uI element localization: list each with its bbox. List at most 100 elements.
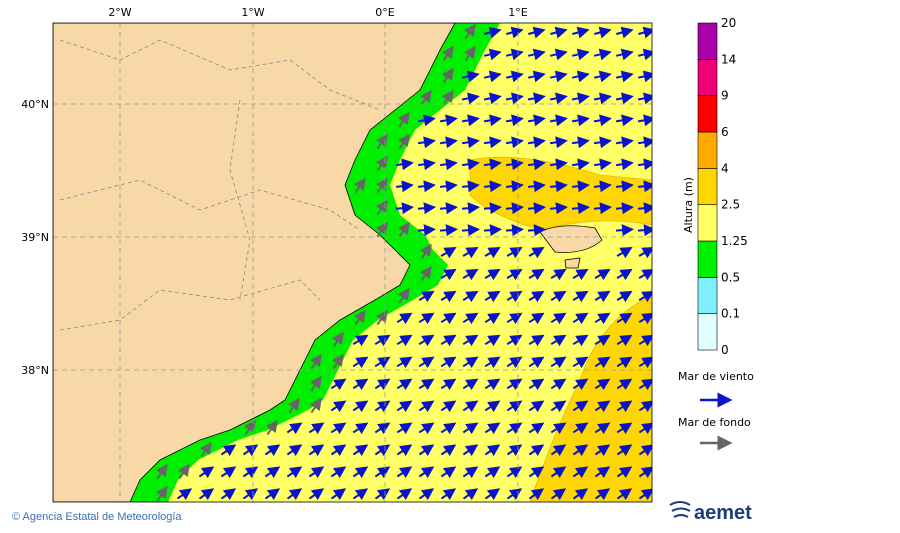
arrow — [593, 158, 612, 171]
arrow — [593, 114, 612, 127]
arrow — [593, 48, 612, 61]
arrow — [461, 136, 480, 149]
arrow — [396, 356, 413, 369]
arrow — [506, 26, 524, 39]
arrow — [638, 268, 652, 281]
arrow — [506, 378, 523, 391]
arrow — [506, 290, 523, 303]
arrow — [549, 114, 568, 127]
arrow — [527, 158, 546, 171]
arrow — [593, 180, 612, 193]
arrow — [506, 422, 523, 435]
arrow — [594, 268, 611, 281]
credit: © Agencia Estatal de Meteorología — [12, 511, 182, 523]
arrow — [395, 158, 414, 171]
arrow — [638, 378, 652, 391]
arrow — [615, 114, 634, 127]
arrow — [463, 23, 476, 40]
arrow — [462, 466, 479, 479]
arrow — [396, 312, 413, 325]
arrow — [527, 114, 546, 127]
arrow — [352, 466, 369, 479]
arrow — [418, 444, 435, 457]
arrow — [374, 488, 391, 501]
arrow — [637, 136, 652, 149]
arrow — [352, 378, 369, 391]
arrow — [638, 422, 652, 435]
lon-labels: 2°W 1°W 0°E 1°E — [108, 6, 527, 19]
arrow — [638, 26, 652, 39]
arrow — [439, 224, 458, 237]
arrow — [177, 463, 190, 480]
arrow — [418, 334, 435, 347]
lat-labels: 40°N 39°N 38°N — [21, 98, 49, 377]
colorbar-label: 9 — [721, 89, 729, 103]
arrow — [527, 48, 546, 61]
arrow — [418, 312, 435, 325]
arrow — [505, 202, 524, 215]
colorbar-label: 2.5 — [721, 198, 740, 212]
arrow — [395, 180, 414, 193]
island — [539, 225, 603, 269]
arrow — [528, 400, 545, 413]
arrow — [461, 158, 480, 171]
arrow — [483, 70, 502, 83]
arrow — [374, 466, 391, 479]
arrow — [528, 312, 545, 325]
arrow — [615, 224, 634, 237]
arrow — [462, 246, 479, 259]
arrow — [638, 466, 652, 479]
arrow — [527, 70, 546, 83]
arrow — [397, 111, 410, 128]
arrow — [439, 136, 458, 149]
arrow — [594, 290, 611, 303]
arrow — [264, 444, 281, 457]
arrow — [572, 290, 589, 303]
colorbar-segment — [697, 277, 718, 314]
lon-label: 0°E — [375, 6, 394, 19]
arrow — [484, 356, 501, 369]
arrow — [330, 422, 347, 435]
arrow — [463, 45, 476, 62]
arrow — [309, 375, 322, 392]
arrow — [484, 422, 501, 435]
arrow — [440, 334, 457, 347]
colorbar-label: 4 — [721, 161, 729, 175]
arrow — [462, 268, 479, 281]
arrow — [396, 378, 413, 391]
arrow — [440, 378, 457, 391]
arrow — [571, 158, 590, 171]
arrow — [594, 488, 611, 501]
arrow — [352, 400, 369, 413]
map-frame — [52, 22, 653, 503]
arrow — [528, 422, 545, 435]
arrow — [417, 158, 436, 171]
colorbar-title: Altura (m) — [682, 177, 695, 233]
arrow — [286, 488, 303, 501]
arrow — [638, 312, 652, 325]
arrow — [264, 466, 281, 479]
colorbar-segment — [697, 168, 718, 205]
arrow — [396, 444, 413, 457]
arrow — [483, 202, 502, 215]
arrow — [616, 356, 633, 369]
arrow — [594, 378, 611, 391]
arrow — [353, 309, 366, 326]
arrow — [461, 114, 480, 127]
lat-label: 39°N — [21, 231, 49, 244]
arrow — [550, 334, 567, 347]
arrow — [528, 334, 545, 347]
arrow — [550, 378, 567, 391]
arrow — [309, 397, 322, 414]
arrow — [528, 246, 545, 259]
colorbar-segment — [697, 204, 718, 242]
arrow — [615, 202, 634, 215]
arrow — [461, 180, 480, 193]
arrow — [286, 466, 303, 479]
arrow — [308, 466, 325, 479]
arrow — [440, 246, 457, 259]
arrow — [550, 268, 567, 281]
arrow — [286, 422, 303, 435]
arrow — [374, 400, 391, 413]
